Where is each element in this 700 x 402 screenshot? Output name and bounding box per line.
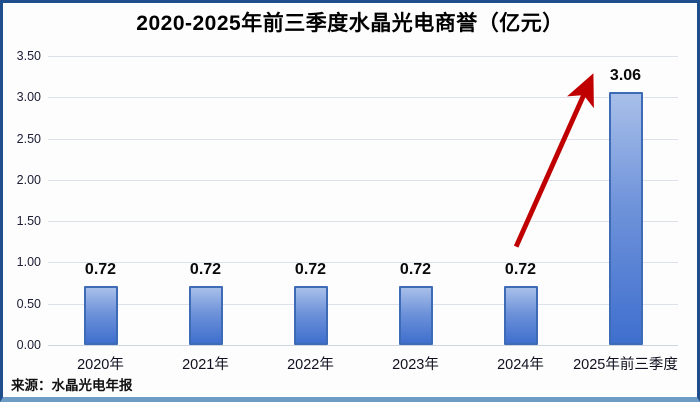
x-tick-label: 2021年 bbox=[182, 357, 229, 373]
gridline bbox=[48, 56, 678, 57]
y-tick-label: 1.00 bbox=[16, 255, 41, 270]
bar-value-label: 0.72 bbox=[189, 260, 222, 278]
bar-value-label: 0.72 bbox=[84, 260, 117, 278]
y-tick-label: 3.50 bbox=[16, 49, 41, 63]
source-note: 来源：水晶光电年报 bbox=[11, 378, 133, 393]
gridline bbox=[48, 97, 678, 99]
x-tick-label: 2022年 bbox=[287, 357, 334, 373]
gridline bbox=[48, 262, 678, 264]
y-tick-label: 0.50 bbox=[16, 296, 41, 311]
y-tick-label: 0.00 bbox=[16, 338, 41, 352]
bar bbox=[608, 92, 643, 345]
bar-value-label: 0.72 bbox=[294, 260, 327, 278]
y-tick-label: 2.50 bbox=[16, 131, 41, 146]
gridline bbox=[48, 345, 678, 346]
gridline bbox=[48, 138, 678, 140]
y-tick-label: 2.00 bbox=[16, 172, 41, 187]
gridline bbox=[48, 303, 678, 305]
x-tick-label: 2020年 bbox=[77, 357, 124, 373]
bar bbox=[83, 285, 118, 345]
bar-value-label: 3.06 bbox=[609, 67, 642, 85]
bar-value-label: 0.72 bbox=[504, 260, 537, 278]
bar-value-label: 0.72 bbox=[399, 260, 432, 278]
bar bbox=[188, 285, 223, 345]
gridline bbox=[48, 179, 678, 181]
chart-title: 2020-2025年前三季度水晶光电商誉（亿元） bbox=[136, 12, 564, 35]
bar bbox=[398, 285, 433, 345]
y-tick-label: 3.00 bbox=[16, 90, 41, 105]
y-tick-label: 1.50 bbox=[16, 214, 41, 229]
x-tick-label: 2024年 bbox=[497, 357, 544, 373]
bar bbox=[503, 285, 538, 345]
bar bbox=[293, 285, 328, 345]
gridline bbox=[48, 221, 678, 223]
x-tick-label: 2023年 bbox=[392, 357, 439, 373]
x-tick-label: 2025年前三季度 bbox=[573, 357, 678, 373]
